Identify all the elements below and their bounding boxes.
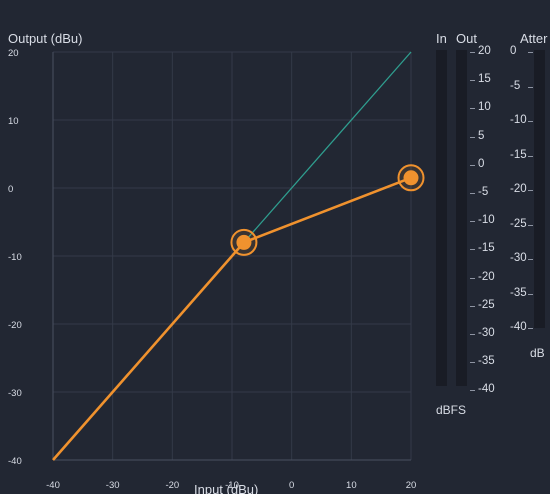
- reference-line: [243, 51, 412, 243]
- attenuation-tick: [528, 86, 533, 88]
- x-tick-label: 20: [406, 480, 417, 491]
- in-level-meter: [436, 50, 447, 386]
- y-axis-title: Output (dBu): [8, 31, 83, 46]
- axis-lines: [52, 52, 411, 461]
- y-tick-label: -40: [8, 456, 22, 467]
- meter-tick: [470, 305, 475, 307]
- x-tick-label: -20: [165, 480, 179, 491]
- y-tick-label: 0: [8, 184, 13, 195]
- x-tick-labels: -40 -30 -20 -10 0 10 20: [46, 480, 416, 491]
- attenuation-scale-label: -40: [510, 321, 527, 333]
- attenuation-scale-label: -25: [510, 217, 527, 230]
- meter-scale-label: -40: [478, 383, 495, 396]
- meter-scale-label: 0: [478, 157, 485, 170]
- meter-tick: [470, 334, 475, 335]
- x-tick-label: -40: [46, 480, 60, 491]
- meter-tick: [470, 390, 475, 392]
- meter-scale-label: -35: [478, 355, 495, 368]
- attenuation-scale-label: 0: [510, 45, 517, 57]
- meter-scale-label: -15: [478, 242, 495, 255]
- out-meter-label: Out: [456, 31, 477, 46]
- meter-scale-label: -10: [478, 214, 495, 227]
- out-level-meter: [456, 50, 467, 386]
- attenuation-meter: [534, 50, 545, 328]
- meter-scale-label: 15: [478, 73, 491, 86]
- attenuation-tick: [528, 52, 533, 53]
- y-tick-label: 10: [8, 116, 19, 127]
- meter-scale-label: -5: [478, 186, 489, 198]
- meter-tick: [470, 277, 475, 279]
- x-tick-label: -10: [225, 480, 239, 491]
- y-tick-label: 20: [8, 48, 19, 59]
- handle-dot: [403, 170, 419, 186]
- handle-layer: [230, 164, 425, 256]
- meter-scale-label: -25: [478, 298, 495, 311]
- meter-tick: [470, 136, 475, 138]
- meter-unit-label: dBFS: [436, 403, 467, 417]
- meter-scale-label: 20: [478, 45, 491, 57]
- attenuation-tick: [528, 155, 533, 157]
- attenuation-tick: [528, 259, 533, 260]
- meter-scale-label: -20: [478, 270, 495, 283]
- attenuation-scale-label: -30: [510, 252, 527, 264]
- meter-tick: [470, 362, 475, 364]
- attenuation-tick: [528, 190, 533, 191]
- meter-tick: [470, 52, 475, 53]
- attenuation-tick: [528, 328, 533, 329]
- attenuation-unit-label: dB: [530, 346, 545, 360]
- attenuation-scale-label: -15: [510, 148, 527, 161]
- threshold-handle[interactable]: [230, 228, 258, 256]
- meter-tick: [470, 249, 475, 251]
- meter-scale-label: 10: [478, 101, 491, 114]
- y-tick-label: -30: [8, 388, 22, 399]
- attenuation-title: Atter: [520, 31, 548, 46]
- attenuation-scale-label: -10: [510, 114, 527, 126]
- attenuation-tick: [528, 224, 533, 226]
- meter-tick: [470, 221, 475, 223]
- attenuation-tick: [528, 121, 533, 122]
- x-tick-label: -30: [106, 480, 120, 491]
- in-meter-label: In: [436, 31, 447, 46]
- x-axis-title: Input (dBu): [194, 482, 259, 494]
- transfer-curve-graph[interactable]: 20 10 0 -10 -20 -30 -40 -40 -30 -20 -10 0 10 20: [0, 0, 430, 494]
- ratio-handle[interactable]: [397, 164, 425, 192]
- meter-tick: [470, 108, 475, 110]
- attenuation-tick: [528, 293, 533, 295]
- attenuation-scale-label: -5: [510, 79, 521, 92]
- meter-tick: [470, 80, 475, 82]
- meter-tick: [470, 164, 475, 166]
- attenuation-scale-label: -35: [510, 286, 527, 299]
- y-tick-labels: 20 10 0 -10 -20 -30 -40: [8, 48, 22, 467]
- y-tick-label: -20: [8, 320, 22, 331]
- meter-scale-label: 5: [478, 129, 485, 142]
- handle-dot: [236, 234, 252, 250]
- meter-scale-label: -30: [478, 327, 495, 339]
- attenuation-scale-label: -20: [510, 183, 527, 195]
- x-tick-label: 0: [289, 480, 294, 491]
- y-tick-label: -10: [8, 252, 22, 263]
- x-tick-label: 10: [346, 480, 357, 491]
- meter-tick: [470, 193, 475, 194]
